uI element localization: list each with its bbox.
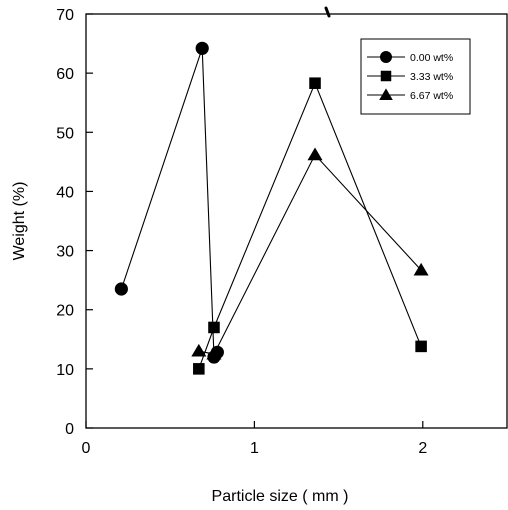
y-tick-label: 10 [56, 362, 74, 379]
y-tick-label: 70 [56, 7, 74, 24]
series-triangle [191, 147, 429, 360]
y-tick-label: 50 [56, 125, 74, 142]
x-tick-label: 1 [250, 440, 259, 457]
plot-area [85, 13, 508, 429]
legend-item: 0.00 wt% [367, 51, 453, 64]
scan-artifact [324, 6, 331, 18]
legend-marker [380, 70, 392, 82]
x-axis-label: Particle size ( mm ) [212, 488, 349, 505]
data-point [309, 77, 321, 89]
series-line [198, 81, 422, 370]
y-tick-label: 20 [56, 303, 74, 320]
x-tick-label: 2 [418, 440, 427, 457]
data-point [195, 41, 209, 55]
series-square [193, 77, 427, 375]
y-axis-label: Weight (%) [11, 182, 28, 261]
data-point [415, 340, 427, 353]
data-point [191, 343, 207, 357]
data-point [307, 147, 323, 161]
data-point [413, 262, 429, 276]
legend-marker [379, 88, 393, 100]
legend-item: 6.67 wt% [367, 88, 453, 102]
legend-label: 0.00 wt% [410, 52, 453, 64]
legend-box [360, 38, 471, 115]
x-axis: 0 1 2 [82, 421, 427, 457]
x-tick-label: 0 [82, 440, 91, 457]
data-point [193, 363, 205, 375]
data-point [208, 321, 220, 334]
legend-item: 3.33 wt% [367, 70, 453, 83]
series-circle [114, 41, 224, 364]
y-tick-label: 0 [65, 421, 74, 438]
legend-label: 6.67 wt% [410, 90, 453, 102]
series-line [198, 153, 422, 355]
legend-marker [380, 51, 392, 63]
y-axis: 0 10 20 30 40 50 60 70 [56, 7, 93, 438]
data-point [114, 282, 128, 296]
legend: 0.00 wt% 3.33 wt% 6.67 wt% [360, 38, 471, 115]
y-tick-label: 40 [56, 184, 74, 201]
legend-label: 3.33 wt% [410, 71, 453, 83]
y-tick-label: 60 [56, 66, 74, 83]
y-tick-label: 30 [56, 244, 74, 261]
series-line [120, 48, 218, 359]
series-layer [114, 41, 429, 375]
data-point [206, 346, 222, 360]
